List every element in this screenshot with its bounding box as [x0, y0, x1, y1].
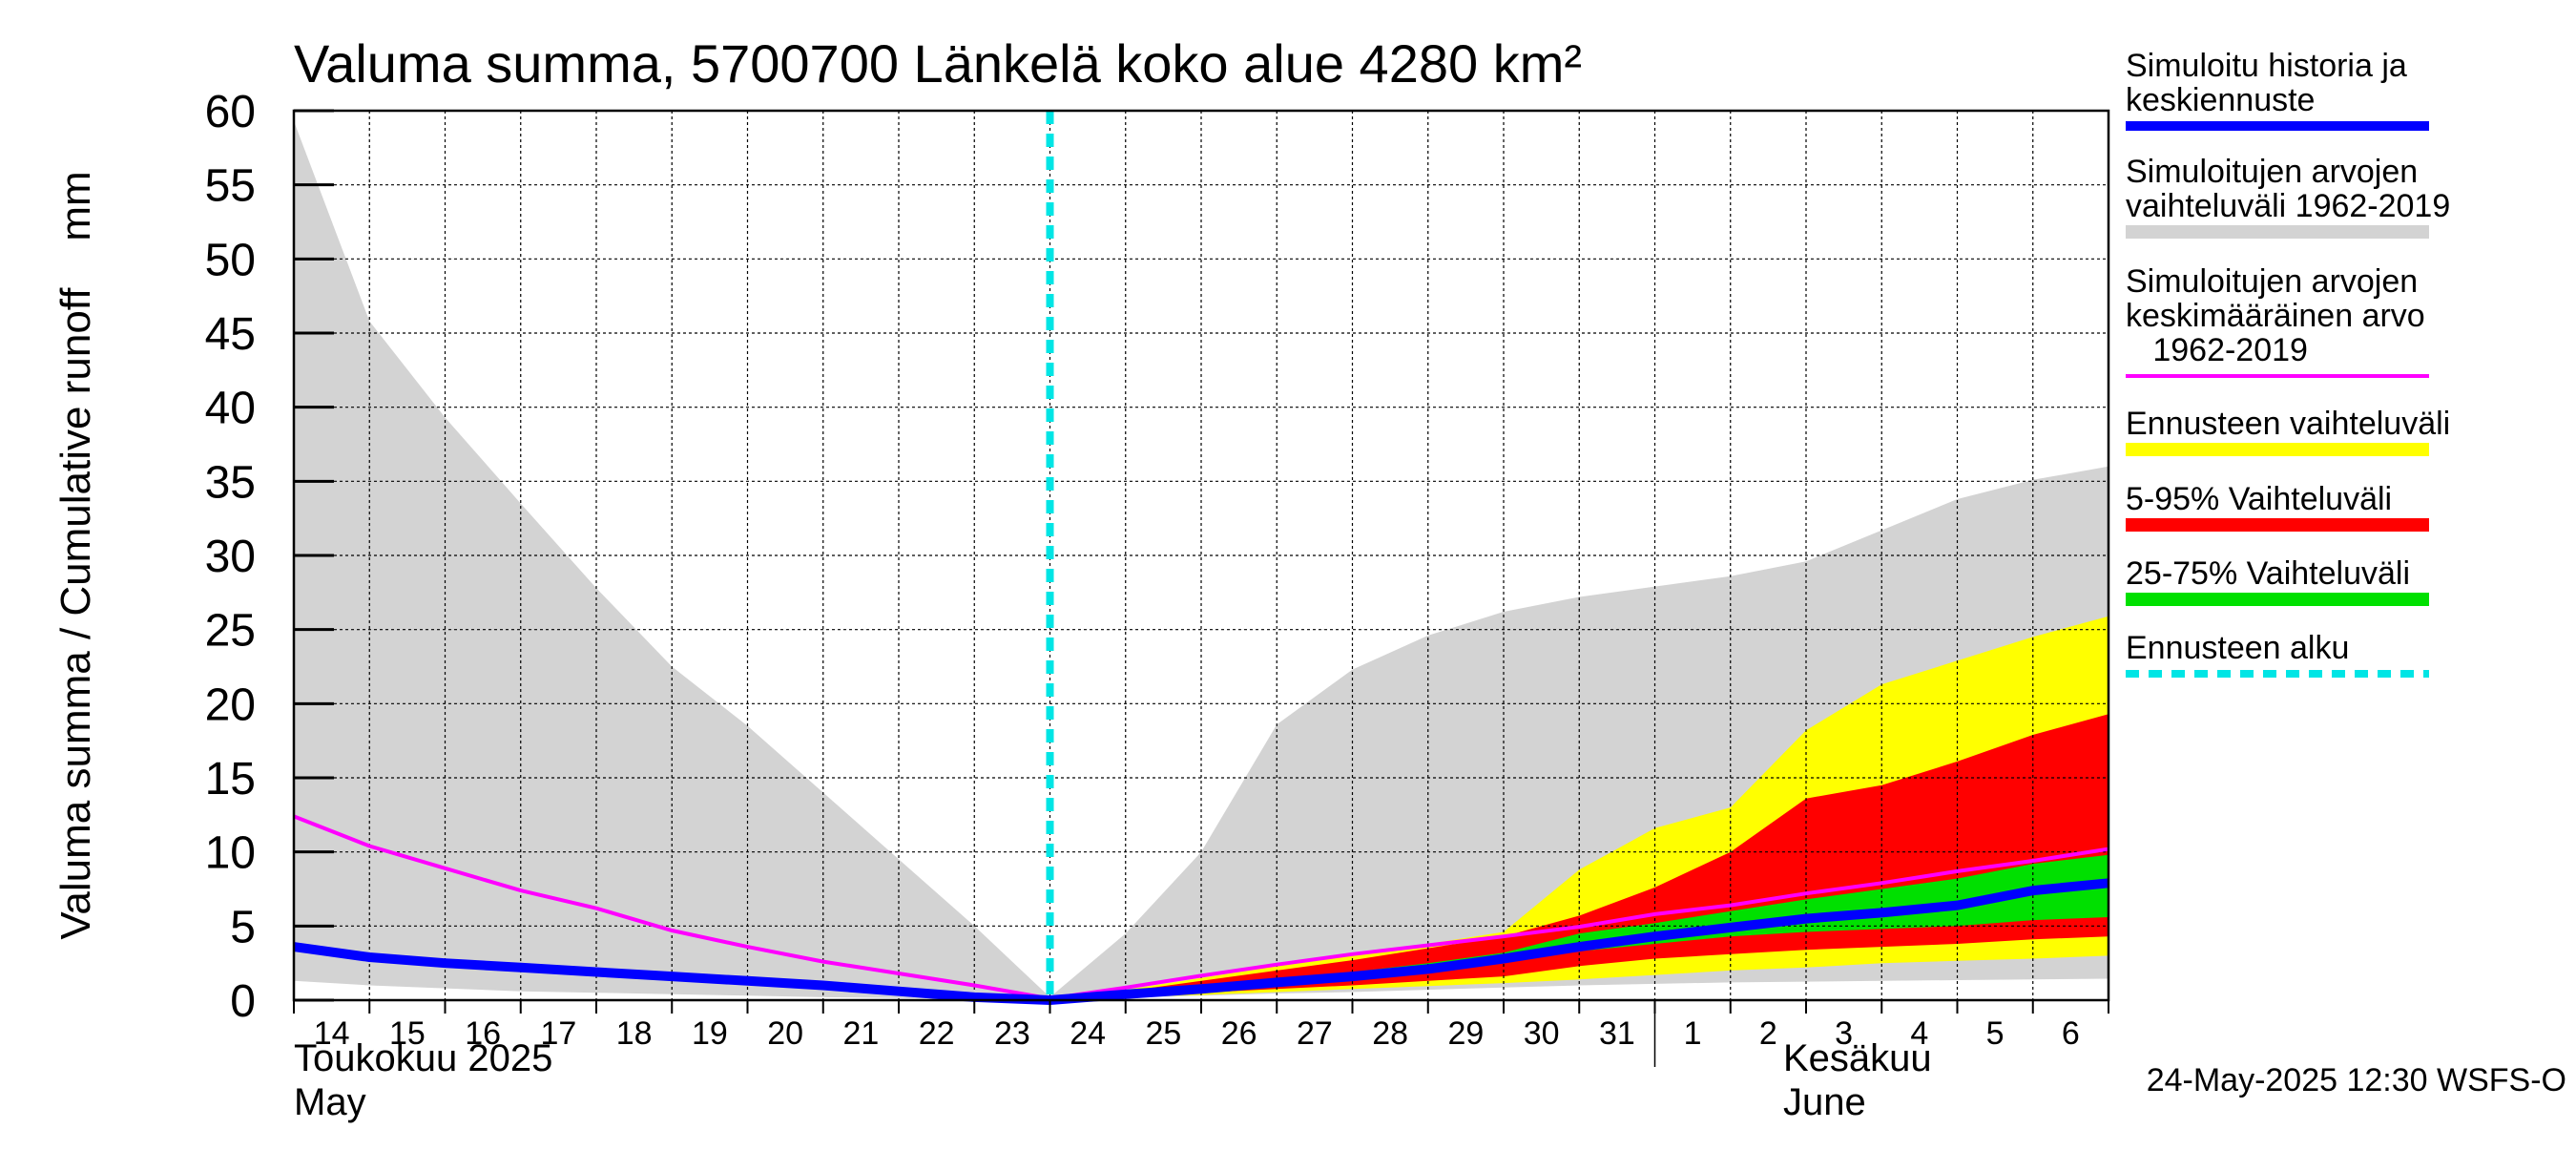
x-tick-label: 4: [1910, 1015, 1928, 1052]
legend-label: 1962-2019: [2126, 332, 2308, 368]
x-tick-label: 24: [1070, 1015, 1106, 1052]
x-tick-label: 27: [1297, 1015, 1333, 1052]
legend-label: 25-75% Vaihteluväli: [2126, 555, 2410, 592]
y-tick-label: 30: [205, 532, 256, 582]
month-label-en: June: [1783, 1081, 1866, 1123]
legend-label: vaihteluväli 1962-2019: [2126, 188, 2450, 224]
historical-range-band: [294, 120, 2109, 1000]
x-tick-label: 18: [616, 1015, 653, 1052]
y-tick-label: 45: [205, 309, 256, 360]
timestamp-footer: 24-May-2025 12:30 WSFS-O: [2147, 1062, 2566, 1098]
x-tick-label: 5: [1986, 1015, 2005, 1052]
x-tick-label: 2: [1759, 1015, 1777, 1052]
x-tick-label: 30: [1524, 1015, 1560, 1052]
y-tick-label: 60: [205, 87, 256, 137]
y-tick-label: 25: [205, 606, 256, 657]
x-tick-label: 28: [1372, 1015, 1408, 1052]
legend-label: 5-95% Vaihteluväli: [2126, 481, 2392, 517]
y-tick-label: 0: [230, 976, 256, 1027]
x-tick-label: 22: [919, 1015, 955, 1052]
y-tick-label: 20: [205, 680, 256, 730]
x-tick-label: 29: [1447, 1015, 1484, 1052]
legend-label: keskiennuste: [2126, 82, 2315, 118]
y-tick-label: 50: [205, 235, 256, 285]
y-axis-label: Valuma summa / Cumulative runoff mm: [52, 171, 99, 939]
x-tick-label: 31: [1599, 1015, 1635, 1052]
historical-mean-line: [293, 814, 2109, 1001]
legend-label: Simuloitu historia ja: [2126, 48, 2407, 84]
x-tick-label: 3: [1835, 1015, 1853, 1052]
x-tick-label: 20: [767, 1015, 803, 1052]
x-tick-label: 15: [389, 1015, 426, 1052]
legend-item: 5-95% Vaihteluväli: [2126, 481, 2429, 532]
x-tick-label: 25: [1145, 1015, 1181, 1052]
x-tick-label: 21: [842, 1015, 879, 1052]
legend-label: Simuloitujen arvojen: [2126, 154, 2418, 190]
legend-item: 25-75% Vaihteluväli: [2126, 555, 2429, 606]
x-tick-label: 19: [692, 1015, 728, 1052]
x-tick-label: 23: [994, 1015, 1030, 1052]
x-tick-label: 6: [2062, 1015, 2080, 1052]
legend-item: Ennusteen vaihteluväli: [2126, 406, 2450, 456]
p25-p75-band: [1049, 854, 2109, 1000]
y-tick-label: 40: [205, 384, 256, 434]
y-tick-label: 15: [205, 754, 256, 805]
month-label-en: May: [294, 1081, 366, 1123]
legend-label: Simuloitujen arvojen: [2126, 263, 2418, 300]
x-tick-label: 14: [314, 1015, 350, 1052]
x-tick-label: 16: [465, 1015, 501, 1052]
simulated-history-forecast-line: [293, 878, 2109, 1005]
x-tick-label: 17: [540, 1015, 576, 1052]
y-tick-label: 55: [205, 161, 256, 212]
x-tick-label: 1: [1684, 1015, 1702, 1052]
legend-label: Ennusteen alku: [2126, 630, 2349, 666]
y-tick-label: 35: [205, 457, 256, 508]
chart-title: Valuma summa, 5700700 Länkelä koko alue …: [294, 33, 1582, 94]
legend-label: Ennusteen vaihteluväli: [2126, 406, 2450, 442]
x-tick-label: 26: [1221, 1015, 1257, 1052]
y-tick-label: 5: [230, 902, 256, 952]
month-label-fi: Kesäkuu: [1783, 1037, 1932, 1079]
legend-label: keskimääräinen arvo: [2126, 298, 2425, 334]
month-label-fi: Toukokuu 2025: [294, 1037, 552, 1079]
legend-item: Ennusteen alku: [2126, 630, 2429, 678]
y-tick-label: 10: [205, 828, 256, 879]
